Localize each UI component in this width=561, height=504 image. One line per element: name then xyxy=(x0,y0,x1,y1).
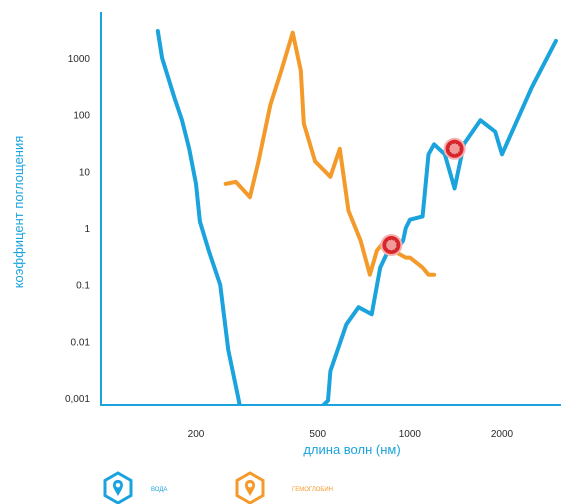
blood-drop-hexagon-icon xyxy=(235,471,265,504)
x-tick-label: 1000 xyxy=(399,429,422,440)
y-axis-label: коэффицент поглощения xyxy=(11,136,26,289)
y-tick-label: 0.01 xyxy=(71,337,91,348)
y-tick-label: 1000 xyxy=(68,54,91,65)
y-tick-label: 1 xyxy=(84,224,90,235)
y-tick-labels: 1000 100 10 1 0.1 0.01 0,001 xyxy=(65,54,90,405)
marker-layer xyxy=(380,137,466,257)
x-tick-label: 2000 xyxy=(491,429,514,440)
series-line-water xyxy=(155,29,558,404)
x-tick-labels: 200 500 1000 2000 xyxy=(188,429,514,440)
x-axis-label: длина волн (нм) xyxy=(303,442,400,457)
legend-label-water: вода xyxy=(151,487,167,493)
legend-item-hemoglobin: гемоглобин xyxy=(235,471,333,504)
y-tick-label: 100 xyxy=(73,111,90,122)
highlight-marker xyxy=(380,234,403,257)
y-tick-label: 10 xyxy=(79,167,91,178)
series-line-hemoglobin xyxy=(223,30,437,277)
highlight-marker xyxy=(443,137,466,160)
legend-item-water: вода xyxy=(103,471,167,504)
x-tick-label: 500 xyxy=(309,429,326,440)
water-drop-hexagon-icon xyxy=(103,471,133,504)
series-layer xyxy=(155,29,558,404)
legend: вода гемоглобин xyxy=(103,471,333,504)
x-tick-label: 200 xyxy=(188,429,205,440)
y-tick-label: 0.1 xyxy=(76,281,90,292)
y-tick-label: 0,001 xyxy=(65,394,90,405)
legend-label-hemoglobin: гемоглобин xyxy=(292,487,333,493)
